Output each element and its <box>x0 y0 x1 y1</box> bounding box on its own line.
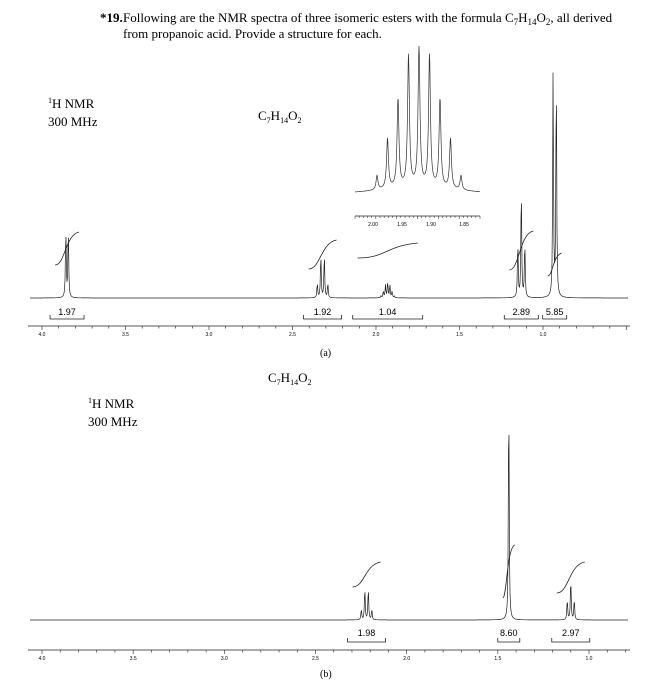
integral-curve <box>502 544 516 599</box>
spectrum-trace-b <box>30 434 628 621</box>
tick-label: 4.0 <box>39 332 46 338</box>
tick-label: 3.0 <box>221 656 228 662</box>
integral-value: 8.60 <box>500 628 518 638</box>
inset-tick-label: 1.90 <box>426 222 436 228</box>
panel-caption-a: (a) <box>320 348 331 359</box>
integral-value: 5.85 <box>546 307 564 317</box>
integral-curve <box>352 561 381 588</box>
integral-value: 2.89 <box>513 307 531 317</box>
tick-label: 1.0 <box>540 332 547 338</box>
integral-bracket <box>503 315 539 320</box>
formula-b: C7H14O2 <box>268 370 311 387</box>
spectrum-b: C7H14O2 1H NMR 300 MHz 1.98 8.60 2.97 4.0 3… <box>28 370 630 680</box>
tick-label: 3.5 <box>130 656 137 662</box>
integral-curve <box>556 561 585 594</box>
tick-label: 2.5 <box>289 332 296 338</box>
inset-trace <box>355 45 480 193</box>
tick-label: 2.5 <box>312 656 319 662</box>
tick-label: 1.5 <box>494 656 501 662</box>
spectrum-a: 1H NMR 300 MHz C7H14O2 1.97 1.92 1.04 2.89 5… <box>28 45 630 359</box>
formula-a: C7H14O2 <box>258 108 301 125</box>
integral-value: 1.97 <box>58 307 76 317</box>
integral-bracket <box>303 315 342 320</box>
question-number: *19. <box>100 10 123 25</box>
nucleus-label-a: 1H NMR <box>48 96 95 111</box>
tick-label: 4.0 <box>39 656 46 662</box>
inset-tick-label: 1.95 <box>397 222 407 228</box>
integral-curve <box>357 242 418 259</box>
inset-multiplet-a: 2.00 1.95 1.90 1.85 <box>354 45 481 228</box>
integral-bracket <box>347 638 386 643</box>
question-line-1: Following are the NMR spectra of three i… <box>123 10 613 27</box>
tick-label: 2.0 <box>373 332 380 338</box>
tick-label: 3.0 <box>206 332 213 338</box>
integral-value: 1.98 <box>358 628 376 638</box>
integral-value: 1.92 <box>314 307 332 317</box>
field-label-a: 300 MHz <box>48 114 98 129</box>
integral-value: 2.97 <box>562 628 580 638</box>
x-axis-b: 4.0 3.5 3.0 2.5 2.0 1.5 1.0 <box>28 649 630 662</box>
x-axis-a: 4.0 3.5 3.0 2.5 2.0 1.5 1.0 <box>28 325 630 338</box>
tick-label: 3.5 <box>122 332 129 338</box>
integral-curve <box>54 231 80 266</box>
tick-label: 2.0 <box>403 656 410 662</box>
integral-curve <box>308 239 337 270</box>
inset-tick-label: 1.85 <box>459 222 469 228</box>
integral-bracket <box>542 315 568 320</box>
integral-curve <box>547 252 562 277</box>
tick-label: 1.5 <box>456 332 463 338</box>
panel-caption-b: (b) <box>320 669 332 680</box>
integral-bracket <box>551 638 591 643</box>
integral-bracket <box>352 315 424 320</box>
field-label-b: 300 MHz <box>88 414 138 429</box>
nucleus-label-b: 1H NMR <box>88 396 135 411</box>
integral-bracket <box>497 638 521 643</box>
integral-value: 1.04 <box>379 307 397 317</box>
inset-tick-label: 2.00 <box>368 222 378 228</box>
integral-curve <box>509 230 534 271</box>
spectrum-trace-a <box>30 72 628 299</box>
integral-curves-b: 1.98 8.60 2.97 <box>347 544 591 643</box>
tick-label: 1.0 <box>586 656 593 662</box>
integral-bracket <box>49 315 85 320</box>
question-line-2: from propanoic acid. Provide a structure… <box>123 26 382 41</box>
integral-curves-a: 1.97 1.92 1.04 2.89 5.85 <box>49 230 568 320</box>
